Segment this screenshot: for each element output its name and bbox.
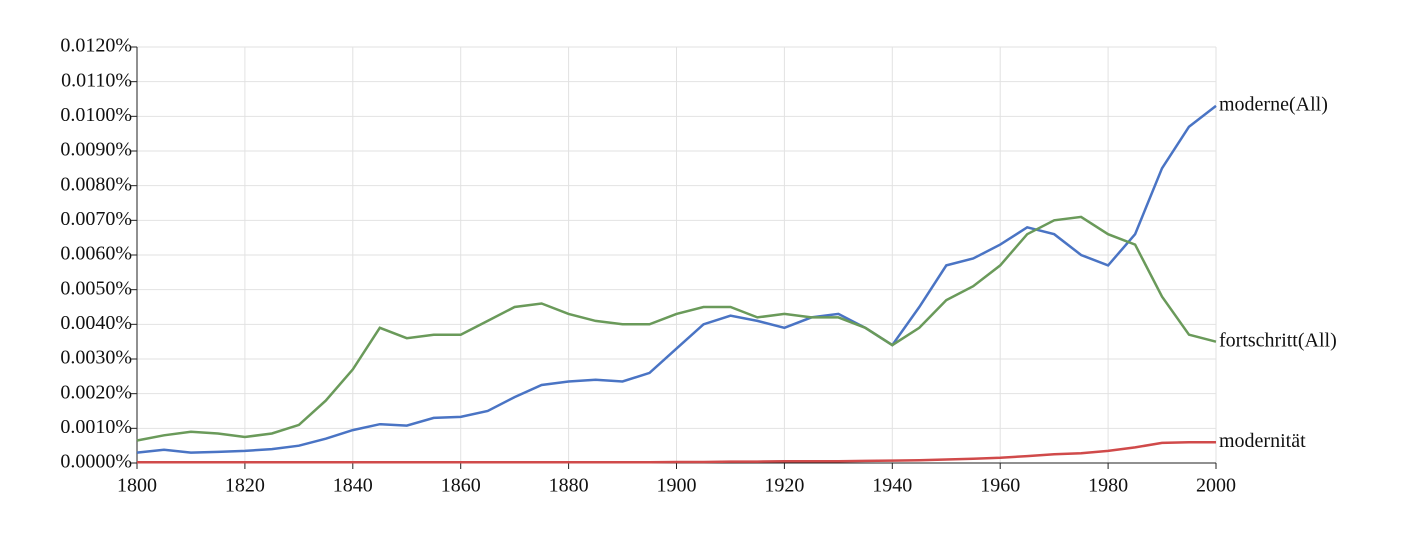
y-tick-label: 0.0110% <box>61 69 132 91</box>
x-tick-label: 2000 <box>1196 475 1236 497</box>
x-tick-label: 1880 <box>549 475 589 497</box>
y-tick-label: 0.0000% <box>60 451 132 473</box>
series-label: fortschritt(All) <box>1219 329 1337 351</box>
y-tick-label: 0.0060% <box>60 243 132 265</box>
y-tick-label: 0.0040% <box>60 312 132 334</box>
x-tick-label: 1960 <box>980 475 1020 497</box>
y-tick-label: 0.0070% <box>60 208 132 230</box>
y-tick-label: 0.0090% <box>60 139 132 161</box>
series-line <box>136 215 1217 442</box>
y-tick-label: 0.0120% <box>60 35 132 57</box>
y-tick-label: 0.0010% <box>60 416 132 438</box>
x-tick-label: 1840 <box>333 475 373 497</box>
y-tick-label: 0.0100% <box>60 104 132 126</box>
x-tick-label: 1920 <box>764 475 804 497</box>
y-tick-label: 0.0080% <box>60 173 132 195</box>
y-tick-label: 0.0050% <box>60 277 132 299</box>
x-tick-label: 1860 <box>441 475 481 497</box>
series-line <box>137 440 1216 464</box>
y-tick-label: 0.0030% <box>60 347 132 369</box>
x-tick-label: 1940 <box>872 475 912 497</box>
x-tick-label: 1980 <box>1088 475 1128 497</box>
x-tick-label: 1820 <box>225 475 265 497</box>
series-label: modernität <box>1219 430 1306 452</box>
x-tick-label: 1900 <box>657 475 697 497</box>
x-tick-label: 1800 <box>117 475 157 497</box>
series-label: moderne(All) <box>1219 94 1328 116</box>
y-tick-label: 0.0020% <box>60 381 132 403</box>
